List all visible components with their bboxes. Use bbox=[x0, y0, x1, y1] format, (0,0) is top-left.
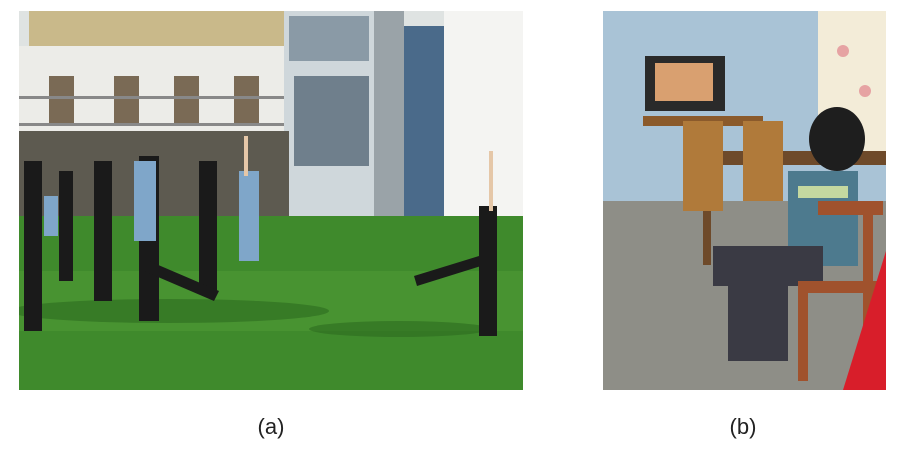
photo-a-outdoor-exercise bbox=[19, 11, 523, 390]
photo-b-illustration bbox=[603, 11, 886, 390]
caption-a: (a) bbox=[257, 414, 285, 439]
photo-a-illustration bbox=[19, 11, 523, 390]
caption-b: (b) bbox=[729, 414, 757, 439]
photo-b-child-watching-tv bbox=[603, 11, 886, 390]
